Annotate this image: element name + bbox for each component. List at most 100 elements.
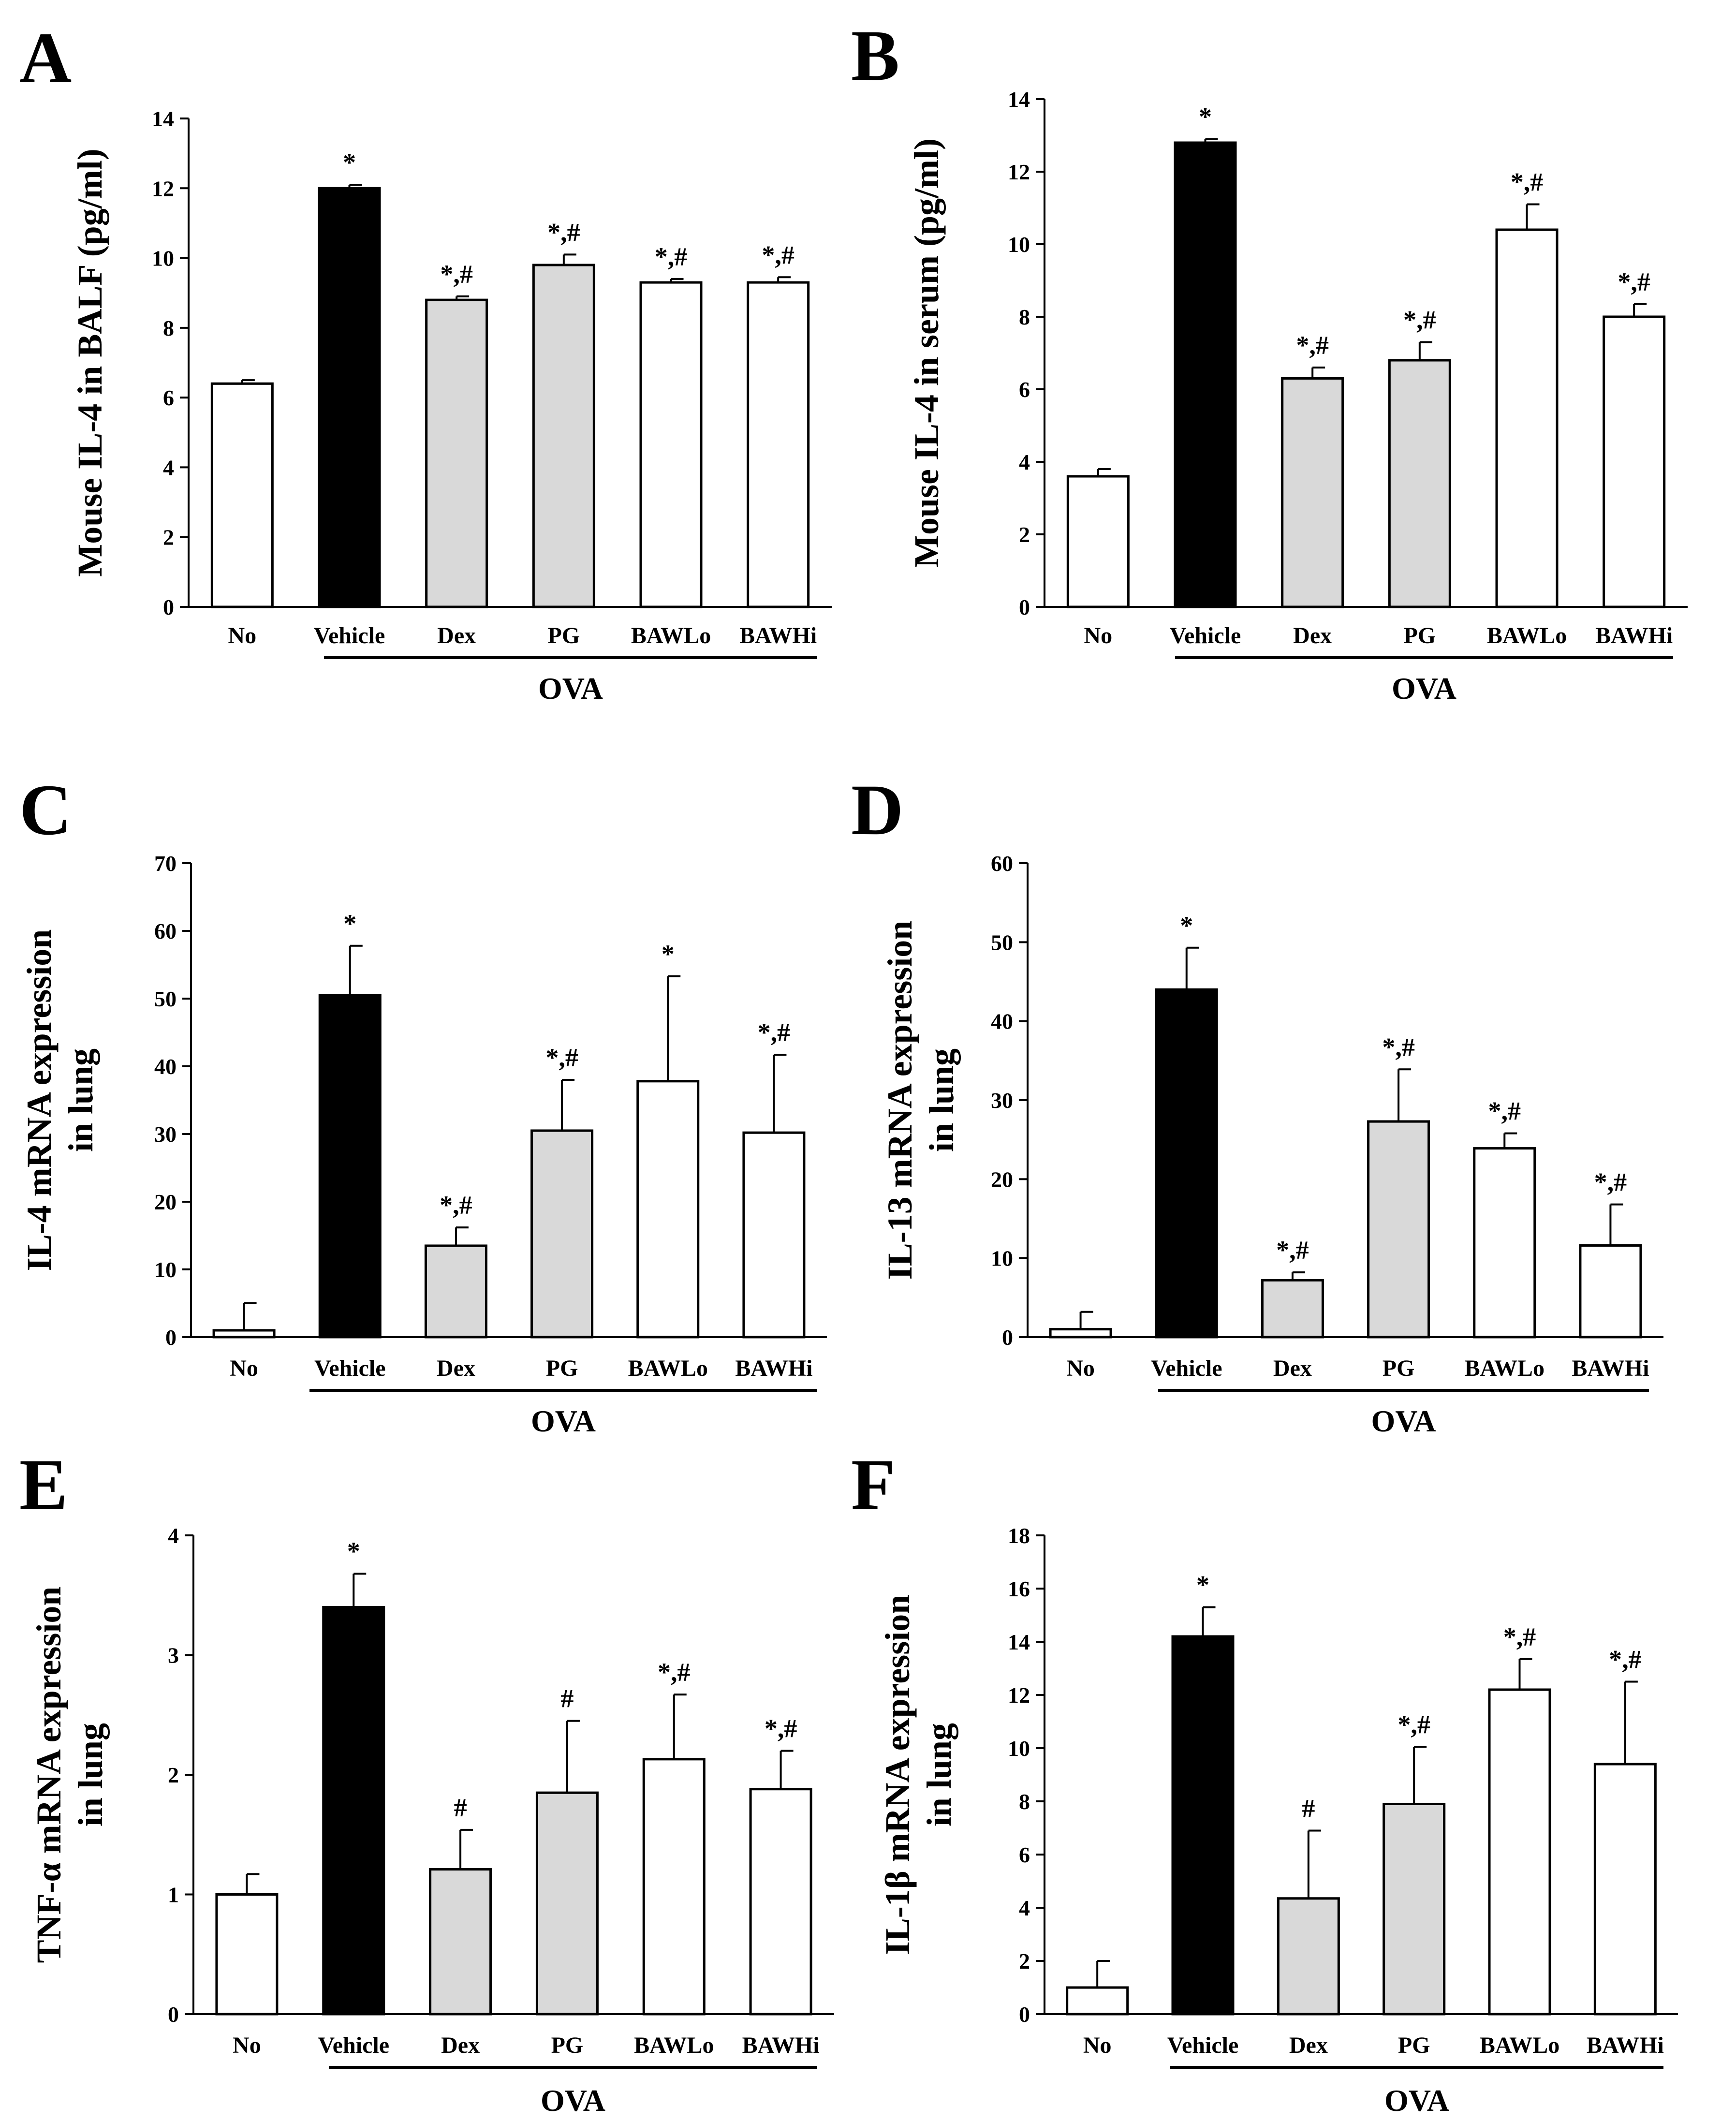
y-axis-title-line: in lung — [922, 1048, 961, 1152]
significance-label: * — [1180, 911, 1193, 940]
y-tick-label: 60 — [154, 919, 177, 943]
category-label-no: No — [1084, 623, 1112, 648]
category-label-bawhi: BAWHi — [1587, 2033, 1664, 2058]
panel-letter-c: C — [19, 770, 72, 850]
category-label-no: No — [1066, 1355, 1095, 1381]
category-label-pg: PG — [1383, 1355, 1415, 1381]
significance-label: *,# — [547, 218, 580, 247]
y-tick-label: 50 — [991, 930, 1013, 955]
significance-label: *,# — [545, 1043, 578, 1072]
bar-bawhi — [1593, 1763, 1657, 2016]
category-label-no: No — [233, 2033, 261, 2058]
y-tick-label: 12 — [1008, 1683, 1030, 1708]
panel-letter-b: B — [851, 15, 899, 96]
bar-bawlo — [1495, 228, 1559, 608]
y-tick-label: 2 — [1019, 1949, 1030, 1974]
y-axis-title-line: in lung — [920, 1723, 958, 1826]
panel-e: E 0 1 2 3 4 TNF-α mRNA expressionin lung No * Veh… — [19, 1444, 834, 2118]
y-tick-label: 18 — [1008, 1523, 1030, 1548]
significance-label: # — [560, 1684, 574, 1713]
y-tick-label: 4 — [168, 1523, 179, 1548]
bar-vehicle — [1155, 988, 1218, 1339]
y-tick-label: 8 — [1019, 1789, 1030, 1814]
significance-label: *,# — [1398, 1710, 1430, 1739]
y-tick-label: 10 — [152, 246, 174, 271]
y-tick-label: 8 — [163, 316, 174, 340]
group-label: OVA — [538, 671, 603, 706]
significance-label: * — [343, 148, 356, 177]
bar-no — [1066, 1986, 1129, 2016]
y-tick-label: 0 — [1019, 595, 1030, 619]
y-tick-label: 10 — [991, 1246, 1013, 1271]
significance-label: *,# — [440, 260, 473, 289]
category-label-pg: PG — [546, 1355, 578, 1381]
bar-dex — [429, 1868, 492, 2016]
group-label: OVA — [531, 1404, 596, 1438]
category-label-pg: PG — [1398, 2033, 1430, 2058]
bar-vehicle — [318, 187, 381, 608]
y-axis-title-line: in lung — [61, 1048, 100, 1152]
bar-no — [1066, 475, 1130, 608]
category-label-dex: Dex — [437, 1355, 475, 1381]
y-tick-label: 30 — [991, 1088, 1013, 1113]
y-tick-label: 50 — [154, 987, 177, 1011]
bar-pg — [530, 1129, 594, 1339]
category-label-bawlo: BAWLo — [1487, 623, 1567, 648]
bar-bawhi — [742, 1131, 806, 1339]
significance-label: *,# — [440, 1191, 472, 1220]
y-tick-label: 6 — [1019, 377, 1030, 402]
y-axis-title-line: IL-1β mRNA expression — [878, 1595, 917, 1955]
y-axis-title-line: TNF-α mRNA expression — [29, 1587, 68, 1963]
y-tick-label: 20 — [991, 1167, 1013, 1192]
y-axis-title: IL-4 mRNA expressionin lung — [20, 929, 100, 1271]
significance-label: *,# — [762, 240, 794, 269]
y-axis-title: Mouse IL-4 in serum (pg/ml) — [907, 138, 946, 568]
category-label-bawlo: BAWLo — [628, 1355, 708, 1381]
y-tick-label: 14 — [1008, 1630, 1030, 1654]
y-tick-label: 20 — [154, 1190, 177, 1214]
panel-letter-a: A — [19, 18, 72, 98]
category-label-bawhi: BAWHi — [739, 623, 817, 648]
y-tick-label: 10 — [154, 1257, 177, 1282]
group-label: OVA — [541, 2083, 605, 2118]
y-tick-label: 4 — [163, 455, 174, 480]
category-label-vehicle: Vehicle — [1167, 2033, 1239, 2058]
significance-label: *,# — [1382, 1032, 1415, 1061]
significance-label: *,# — [1511, 168, 1544, 197]
panel-letter-d: D — [851, 770, 903, 850]
bar-bawhi — [747, 281, 810, 608]
category-label-bawlo: BAWLo — [631, 623, 711, 648]
significance-label: * — [1196, 1571, 1209, 1600]
y-tick-label: 6 — [163, 385, 174, 410]
bar-bawlo — [1488, 1688, 1551, 2016]
significance-label: * — [347, 1537, 360, 1566]
category-label-bawlo: BAWLo — [634, 2033, 714, 2058]
significance-label: *,# — [758, 1018, 791, 1047]
bar-vehicle — [318, 994, 382, 1339]
bar-dex — [424, 1244, 487, 1339]
y-axis-title-line: Mouse IL-4 in BALF (pg/ml) — [71, 148, 109, 576]
significance-label: * — [1199, 103, 1212, 132]
y-tick-label: 2 — [163, 525, 174, 550]
category-label-vehicle: Vehicle — [314, 623, 385, 648]
y-tick-label: 0 — [168, 2002, 179, 2027]
category-label-no: No — [228, 623, 256, 648]
y-tick-label: 40 — [991, 1009, 1013, 1034]
y-tick-label: 1 — [168, 1883, 179, 1907]
category-label-pg: PG — [1404, 623, 1436, 648]
y-tick-label: 0 — [165, 1325, 177, 1350]
bar-bawlo — [636, 1080, 700, 1339]
y-tick-label: 0 — [163, 595, 174, 619]
y-axis-title-line: Mouse IL-4 in serum (pg/ml) — [907, 138, 946, 568]
y-axis-title-line: IL-4 mRNA expression — [20, 929, 59, 1271]
y-tick-label: 10 — [1008, 232, 1030, 257]
panel-c: C 0 10 20 30 40 50 60 70 IL-4 mRNA expressionin l… — [19, 770, 827, 1438]
category-label-bawlo: BAWLo — [1465, 1355, 1545, 1381]
y-tick-label: 16 — [1008, 1576, 1030, 1601]
bar-bawhi — [749, 1788, 812, 2016]
significance-label: *,# — [1594, 1168, 1627, 1197]
group-label: OVA — [1371, 1404, 1436, 1438]
category-label-pg: PG — [551, 2033, 584, 2058]
significance-label: # — [454, 1793, 467, 1822]
bar-bawlo — [642, 1758, 706, 2016]
